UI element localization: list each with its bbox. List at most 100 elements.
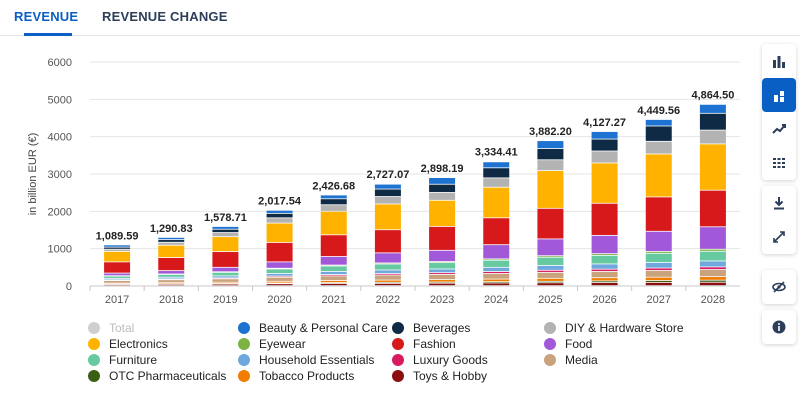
legend-label: Fashion bbox=[413, 337, 456, 351]
bar-segment bbox=[483, 282, 510, 283]
legend-swatch bbox=[392, 322, 404, 334]
y-tick-label: 0 bbox=[66, 281, 72, 293]
bar-segment bbox=[266, 210, 293, 213]
bar-segment bbox=[483, 267, 510, 272]
bar-segment bbox=[645, 154, 672, 197]
bar-segment bbox=[158, 242, 185, 245]
bar-segment bbox=[320, 280, 347, 283]
legend-swatch bbox=[544, 338, 556, 350]
bar-segment bbox=[429, 269, 456, 273]
legend-swatch bbox=[238, 354, 250, 366]
legend-swatch bbox=[88, 354, 100, 366]
bar-segment bbox=[212, 282, 239, 284]
tab-revenue-change[interactable]: REVENUE CHANGE bbox=[102, 9, 228, 24]
legend-label: Electronics bbox=[109, 337, 168, 351]
legend-item-media[interactable]: Media bbox=[544, 352, 598, 368]
bar-segment bbox=[374, 273, 401, 275]
bar-segment bbox=[537, 272, 564, 278]
bar-segment bbox=[104, 247, 131, 249]
legend-item-household[interactable]: Household Essentials bbox=[238, 352, 374, 368]
legend-item-eyewear[interactable]: Eyewear bbox=[238, 336, 306, 352]
legend-item-luxury[interactable]: Luxury Goods bbox=[392, 352, 488, 368]
bar-segment bbox=[483, 279, 510, 282]
legend-label: DIY & Hardware Store bbox=[565, 321, 684, 335]
bar-segment bbox=[266, 223, 293, 243]
bar-segment bbox=[104, 280, 131, 283]
bar-segment bbox=[699, 144, 726, 190]
bar-segment bbox=[212, 226, 239, 229]
download-button[interactable] bbox=[762, 186, 796, 220]
legend-label: Household Essentials bbox=[259, 353, 375, 367]
legend-item-electronics[interactable]: Electronics bbox=[88, 336, 168, 352]
x-tick-label: 2027 bbox=[647, 294, 671, 306]
bar-chart-button[interactable] bbox=[762, 44, 796, 78]
bar-segment bbox=[374, 184, 401, 189]
legend-item-food[interactable]: Food bbox=[544, 336, 592, 352]
x-tick-label: 2021 bbox=[322, 294, 346, 306]
y-tick-label: 2000 bbox=[48, 206, 72, 218]
legend-item-beauty[interactable]: Beauty & Personal Care bbox=[238, 320, 388, 336]
bar-segment bbox=[645, 277, 672, 281]
hide-button[interactable] bbox=[762, 270, 796, 304]
bar-segment bbox=[699, 113, 726, 130]
legend-item-fashion[interactable]: Fashion bbox=[392, 336, 456, 352]
bar-segment bbox=[645, 268, 672, 271]
bar-segment bbox=[645, 251, 672, 253]
bar-segment bbox=[212, 276, 239, 278]
bar-segment bbox=[104, 251, 131, 262]
legend-item-diy[interactable]: DIY & Hardware Store bbox=[544, 320, 684, 336]
bar-segment bbox=[699, 190, 726, 227]
info-button[interactable] bbox=[762, 310, 796, 344]
bar-segment bbox=[537, 278, 564, 281]
active-tab-indicator bbox=[24, 33, 72, 36]
legend-item-furniture[interactable]: Furniture bbox=[88, 352, 157, 368]
legend-item-otc[interactable]: OTC Pharmaceuticals bbox=[88, 368, 226, 384]
bar-segment bbox=[537, 256, 564, 257]
total-data-label: 3,882.20 bbox=[529, 126, 572, 138]
bar-segment bbox=[320, 256, 347, 265]
bar-segment bbox=[591, 269, 618, 272]
bar-segment bbox=[374, 280, 401, 282]
trend-line-button[interactable] bbox=[762, 112, 796, 146]
legend-label: Beverages bbox=[413, 321, 471, 335]
bar-segment bbox=[429, 226, 456, 250]
chart-type-toolbar bbox=[762, 44, 796, 180]
bar-segment bbox=[537, 171, 564, 208]
legend-swatch bbox=[238, 338, 250, 350]
bar-segment bbox=[320, 199, 347, 205]
tab-revenue[interactable]: REVENUE bbox=[14, 9, 79, 24]
bar-segment bbox=[699, 130, 726, 144]
legend-label: Beauty & Personal Care bbox=[259, 321, 388, 335]
legend-item-beverages[interactable]: Beverages bbox=[392, 320, 470, 336]
fullscreen-button[interactable] bbox=[762, 220, 796, 254]
legend-item-total[interactable]: Total bbox=[88, 320, 134, 336]
y-axis-label: in billion EUR (€) bbox=[27, 133, 39, 216]
bar-segment bbox=[429, 274, 456, 280]
bar-segment bbox=[699, 227, 726, 249]
bar-segment bbox=[374, 204, 401, 230]
stacked-bar-button[interactable] bbox=[762, 78, 796, 112]
info-icon bbox=[772, 320, 786, 334]
fullscreen-icon bbox=[773, 231, 785, 243]
total-data-label: 1,290.83 bbox=[150, 223, 193, 235]
legend-item-toys[interactable]: Toys & Hobby bbox=[392, 368, 487, 384]
trend-line-icon bbox=[772, 124, 786, 134]
bar-segment bbox=[212, 284, 239, 286]
legend-item-tobacco[interactable]: Tobacco Products bbox=[238, 368, 354, 384]
x-tick-label: 2018 bbox=[159, 294, 183, 306]
bar-segment bbox=[483, 218, 510, 245]
bar-segment bbox=[699, 251, 726, 261]
bar-segment bbox=[266, 269, 293, 274]
bar-segment bbox=[591, 131, 618, 139]
total-data-label: 2,727.07 bbox=[367, 169, 410, 181]
x-tick-label: 2026 bbox=[592, 294, 616, 306]
bar-segment bbox=[266, 273, 293, 276]
y-tick-label: 4000 bbox=[48, 132, 72, 144]
bar-segment bbox=[266, 281, 293, 283]
bar-segment bbox=[591, 255, 618, 264]
legend-label: Media bbox=[565, 353, 598, 367]
legend-label: Toys & Hobby bbox=[413, 369, 488, 383]
bar-segment bbox=[158, 274, 185, 277]
table-view-button[interactable] bbox=[762, 146, 796, 180]
bar-segment bbox=[483, 187, 510, 218]
